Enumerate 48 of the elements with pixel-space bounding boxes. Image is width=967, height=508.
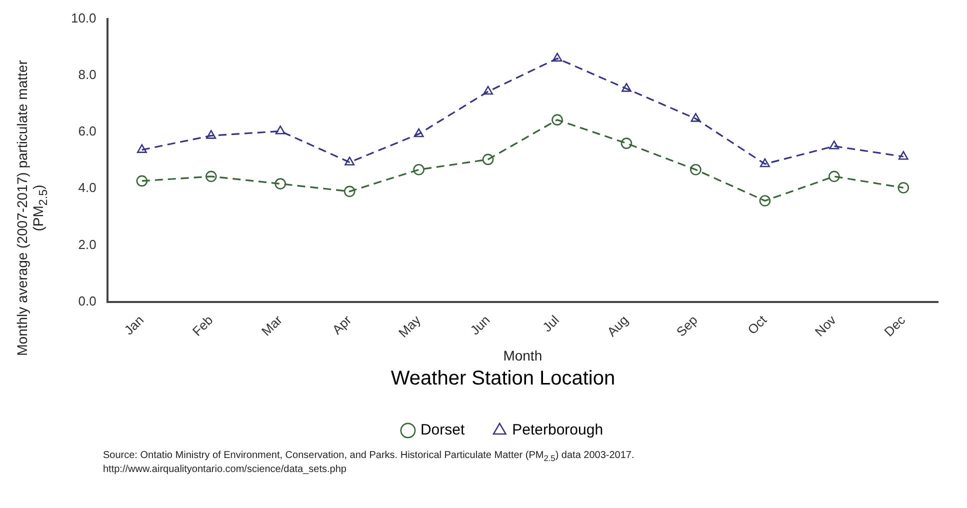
x-tick-label: Aug xyxy=(604,312,632,340)
y-tick-label: 8.0 xyxy=(78,66,96,82)
x-tick-label: Feb xyxy=(189,312,216,339)
x-tick-label: Oct xyxy=(744,312,770,338)
x-tick-label: May xyxy=(395,312,424,340)
point xyxy=(622,83,632,92)
point xyxy=(275,126,286,134)
point xyxy=(344,186,356,198)
point xyxy=(620,138,632,149)
point xyxy=(690,164,702,176)
point xyxy=(690,113,701,122)
x-tick-label: Sep xyxy=(673,312,700,340)
point xyxy=(205,170,217,182)
x-tick-label: Jan xyxy=(121,312,147,338)
source-note: Source: Ontatio Ministry of Environment, Conservation, and Parks. Historical Particulate Matter (PM$_{2.5}$) data 2003-2017. xyxy=(103,450,636,464)
x-tick-label: Jul xyxy=(540,312,562,335)
x-tick-label: Nov xyxy=(812,312,840,340)
point xyxy=(898,182,910,194)
point xyxy=(552,114,563,126)
x-tick-label: Mar xyxy=(258,312,286,339)
legend-label: Peterborough xyxy=(512,422,604,439)
y-tick-label: 0.0 xyxy=(78,293,96,308)
legend-title: Weather Station Location xyxy=(390,368,616,390)
y-tick-label: 10.0 xyxy=(70,10,96,26)
point xyxy=(828,170,840,182)
text: http://www.airqualityontario.com/science/data_sets.php xyxy=(103,464,348,476)
point xyxy=(206,130,216,139)
x-tick-label: Dec xyxy=(881,312,908,340)
point xyxy=(829,140,840,150)
point xyxy=(898,150,908,160)
point xyxy=(136,175,148,187)
y-tick-label: 6.0 xyxy=(78,124,96,139)
x-axis-title: Month xyxy=(503,347,542,364)
point xyxy=(413,164,424,176)
x-tick-label: Apr xyxy=(329,312,355,338)
point xyxy=(482,154,494,166)
y-tick-label: 4.0 xyxy=(78,180,96,196)
point xyxy=(274,178,286,190)
point xyxy=(344,156,355,166)
point xyxy=(414,128,424,138)
y-tick-label: 2.0 xyxy=(78,236,96,252)
point xyxy=(483,86,494,95)
point xyxy=(760,158,770,168)
x-tick-label: Jun xyxy=(467,312,493,338)
point xyxy=(136,144,147,153)
point xyxy=(552,52,562,62)
point xyxy=(759,195,771,206)
legend-label: Dorset xyxy=(420,422,466,439)
